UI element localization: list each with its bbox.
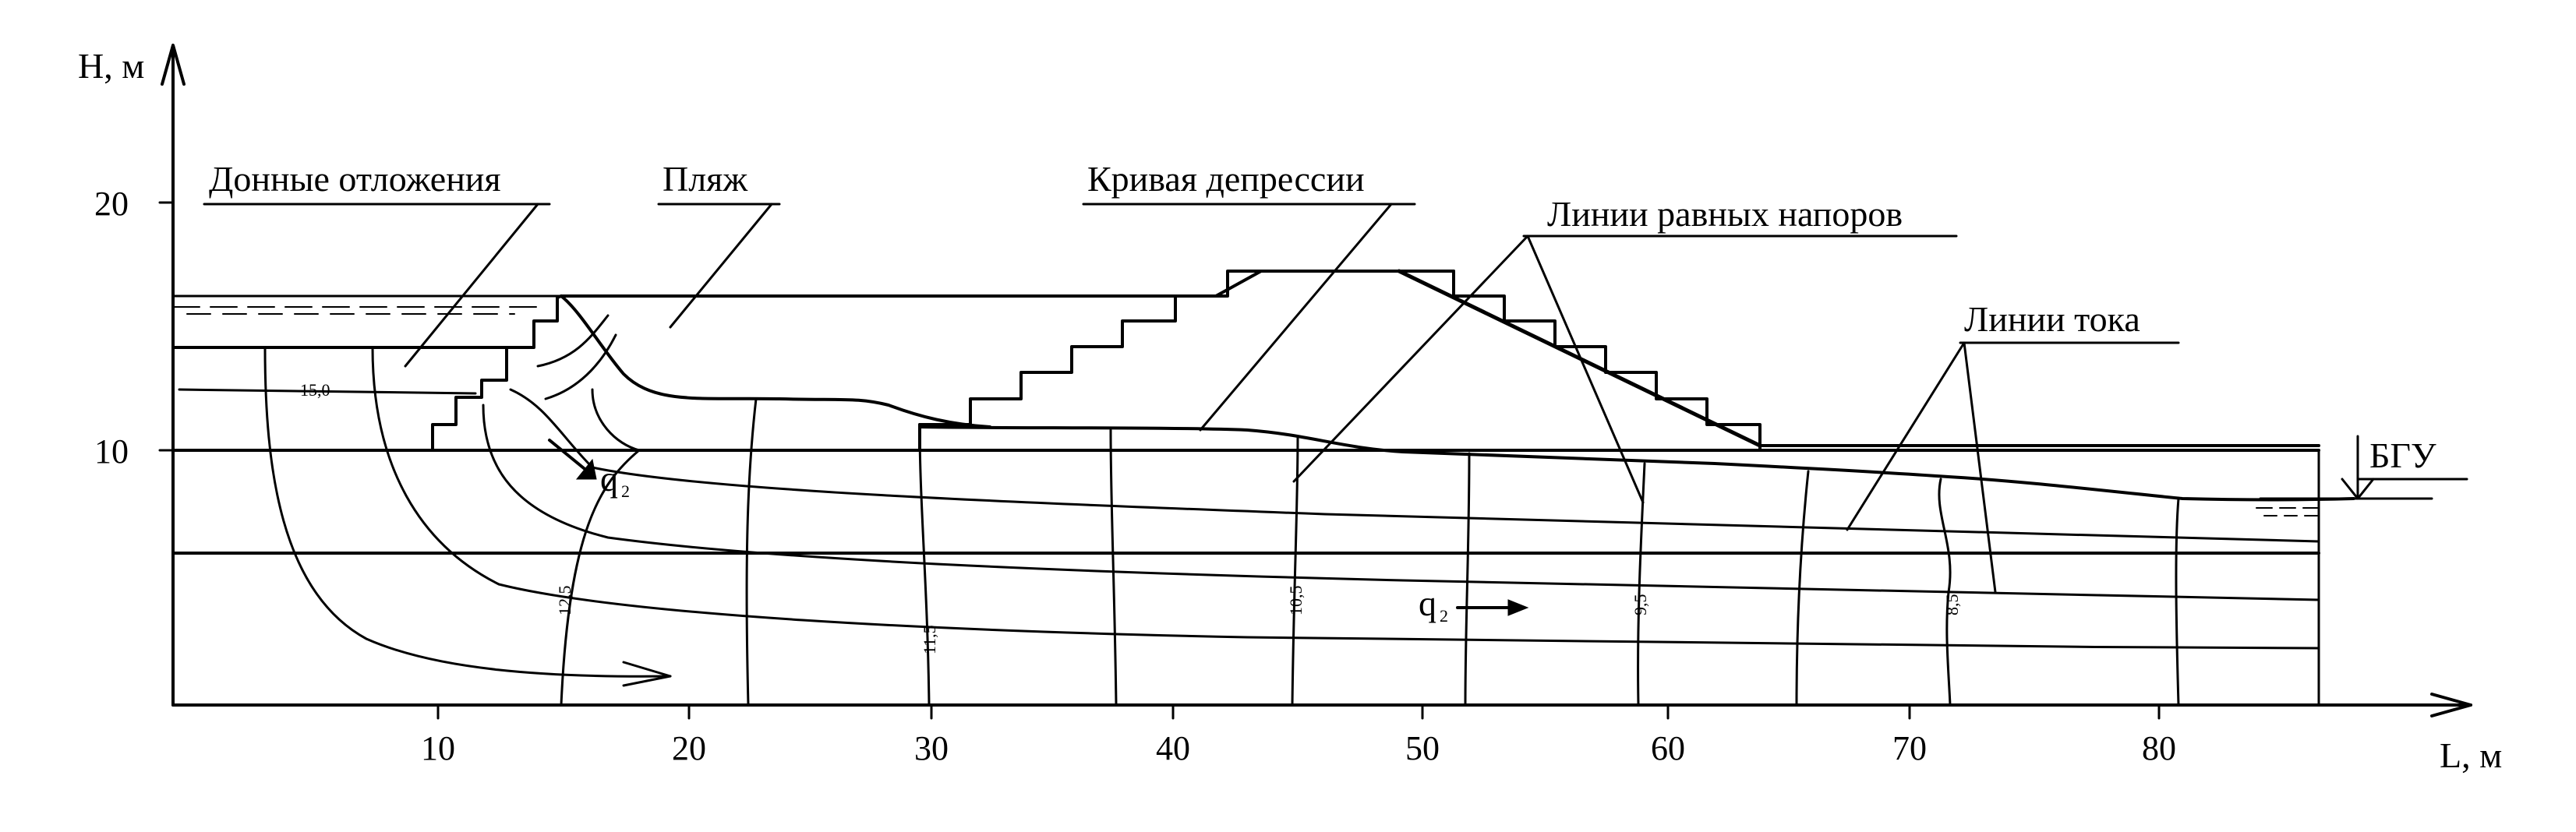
left-dike-upper-steps xyxy=(505,294,563,349)
dam xyxy=(918,269,2320,452)
x-tick-label-70: 70 xyxy=(1892,729,1927,767)
head-values: 15,0 12,5 11,5 10,5 9,5 8,5 xyxy=(300,380,1962,654)
bgu-label: БГУ xyxy=(2369,435,2436,475)
leader-equal-heads-2 xyxy=(1526,234,1645,504)
equipotential-9-5 xyxy=(1637,462,1646,707)
layer-boundaries xyxy=(171,449,2320,707)
x-tick-label-50: 50 xyxy=(1405,729,1440,767)
x-tick-label-30: 30 xyxy=(914,729,949,767)
q2-top-subscript: 2 xyxy=(621,481,630,501)
equipotential-11-5 xyxy=(918,425,931,707)
leader-bottom-sediments xyxy=(404,203,539,368)
q2-bottom-subscript: 2 xyxy=(1440,606,1448,626)
depression-curve xyxy=(918,425,2355,502)
y-axis-arrow-icon xyxy=(161,44,186,86)
equipotential-10-5 xyxy=(1291,435,1299,707)
leader-depression xyxy=(1199,203,1393,432)
head-value-9-5: 9,5 xyxy=(1631,594,1650,616)
pond xyxy=(171,294,563,452)
flow-line-2 xyxy=(371,346,2320,650)
head-value-8-5: 8,5 xyxy=(1942,594,1962,616)
dam-downstream-steps xyxy=(1452,270,1762,452)
equipotential-a xyxy=(745,397,758,707)
y-tick-label-10: 10 xyxy=(94,432,129,471)
head-value-11-5: 11,5 xyxy=(920,625,939,654)
flow-arrow-icon xyxy=(622,661,672,687)
equipotential-c xyxy=(1464,452,1471,707)
x-tick-label-80: 80 xyxy=(2142,729,2176,767)
x-tick-label-40: 40 xyxy=(1156,729,1190,767)
leader-equal-heads-1 xyxy=(1292,234,1529,483)
y-axis-label: H, м xyxy=(78,46,144,86)
equipotential-8-5 xyxy=(1938,478,1952,707)
flow-line-3 xyxy=(482,404,2320,601)
x-tick-label-10: 10 xyxy=(421,729,455,767)
head-value-10-5: 10,5 xyxy=(1286,586,1306,616)
label-flow-lines: Линии тока xyxy=(1964,299,2140,339)
downstream-water: БГУ xyxy=(2256,435,2468,516)
axes: 20 10 10 20 30 40 50 60 70 80 H, м L, м xyxy=(78,44,2502,775)
equipotential-b xyxy=(1109,428,1118,707)
label-bottom-sediments: Донные отложения xyxy=(209,159,501,199)
leader-flow-1 xyxy=(1846,341,1966,531)
x-axis-arrow-icon xyxy=(2430,693,2472,717)
q2-top: q 2 xyxy=(548,439,630,501)
x-tick-label-20: 20 xyxy=(672,729,706,767)
label-depression-curve: Кривая депрессии xyxy=(1087,159,1365,199)
equipotential-lines xyxy=(178,388,2180,707)
flow-lines xyxy=(263,314,2320,687)
q2-top-label: q xyxy=(600,459,618,499)
equipotential-d xyxy=(1795,470,1810,707)
bgu-marker-icon xyxy=(2341,435,2375,500)
leader-beach xyxy=(669,203,773,329)
head-value-15: 15,0 xyxy=(300,380,330,400)
x-axis-label: L, м xyxy=(2440,735,2502,775)
y-tick-label-20: 20 xyxy=(94,185,129,223)
beach-surface xyxy=(560,294,1177,428)
flow-line-4 xyxy=(509,388,2320,543)
equipotential-e xyxy=(2175,497,2180,707)
flow-line-5 xyxy=(536,314,610,368)
q2-bottom-arrow-icon xyxy=(1507,599,1529,616)
x-tick-label-60: 60 xyxy=(1651,729,1685,767)
head-value-12-5: 12,5 xyxy=(555,586,574,616)
callouts: Донные отложения Пляж Кривая депрессии Л… xyxy=(203,159,2180,594)
dam-upstream-steps xyxy=(918,270,1263,452)
equipotential-12-5 xyxy=(560,388,641,707)
flow-line-1 xyxy=(263,346,672,678)
left-dike-steps xyxy=(431,346,508,452)
x-ticks xyxy=(436,703,2161,720)
q2-top-arrow-icon xyxy=(575,458,597,480)
label-equal-heads: Линии равных напоров xyxy=(1547,194,1903,234)
depression-curve-upper xyxy=(560,294,991,428)
flow-line-6 xyxy=(544,333,617,400)
equipotential-15 xyxy=(178,388,477,395)
q2-bottom-label: q xyxy=(1419,583,1436,623)
leader-flow-2 xyxy=(1963,341,1997,594)
label-beach: Пляж xyxy=(663,159,747,199)
q2-bottom: q 2 xyxy=(1419,583,1529,626)
dam-crest xyxy=(1174,270,1455,298)
